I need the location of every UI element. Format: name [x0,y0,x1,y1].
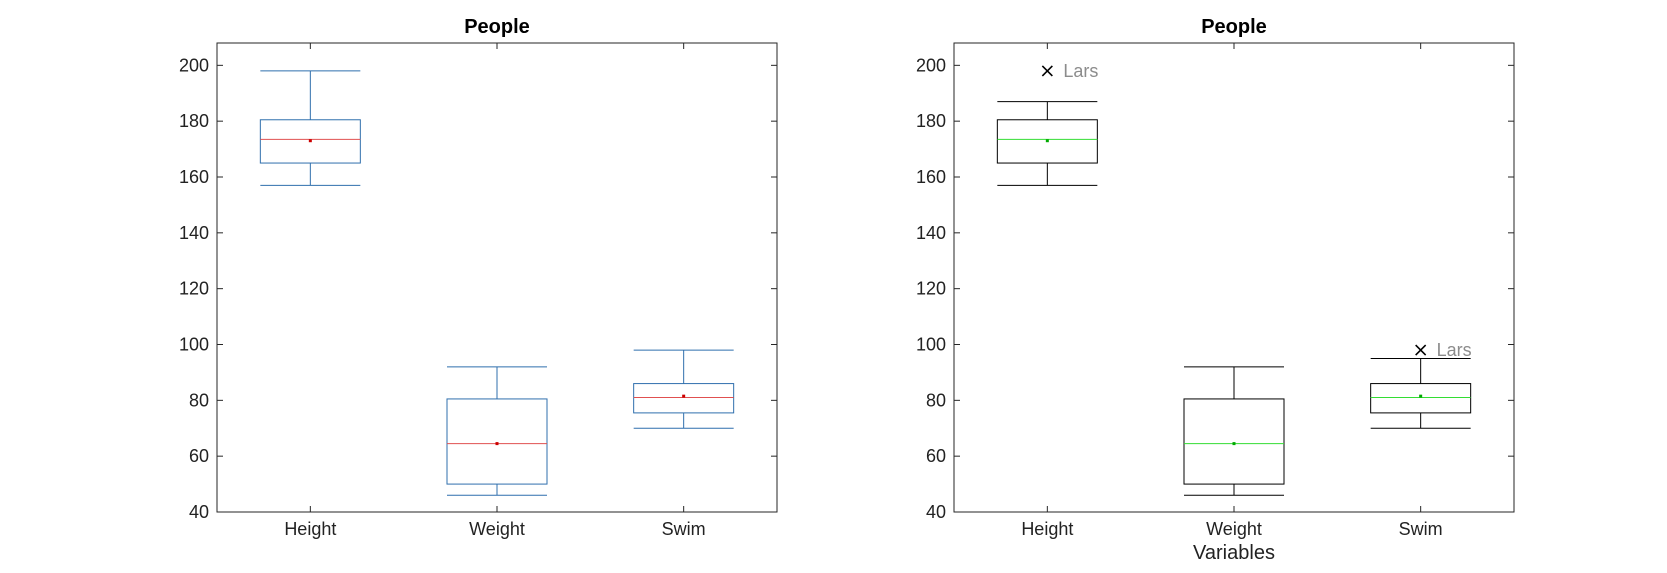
mean-marker [308,139,312,143]
x-tick-label: Weight [469,519,525,539]
mean-marker [1419,394,1423,398]
x-tick-label: Swim [1399,519,1443,539]
box-weight [446,366,548,496]
chart-panel-2: 40 60 80 100 120 140 160 180 200 Height Weight Swim… [916,16,1515,564]
outlier-label: Lars [1063,61,1098,81]
box-height [259,70,361,186]
y-tick-label: 180 [179,111,209,131]
y-tick-label: 100 [916,335,946,355]
y-tick-label: 140 [916,223,946,243]
chart-title: People [464,16,530,38]
box-height: Lars [996,61,1098,186]
x-tick-label: Height [284,519,336,539]
x-axis-label: Variables [1193,542,1275,564]
y-tick-label: 40 [926,502,946,522]
iqr-box [996,119,1098,164]
y-tick-label: 120 [179,279,209,299]
y-tick-label: 40 [189,502,209,522]
mean-marker [495,442,499,446]
y-tick-label: 160 [916,167,946,187]
box-swim: Lars [1370,340,1472,429]
outlier-x-mark [1415,344,1427,356]
iqr-box [1370,383,1472,414]
iqr-box [259,119,361,164]
y-tick-label: 100 [179,335,209,355]
y-tick-label: 200 [179,55,209,75]
outlier: Lars [1041,61,1098,81]
x-tick-label: Weight [1206,519,1262,539]
iqr-box [1183,398,1285,485]
chart-panel-1: 40 60 80 100 120 140 160 180 200 Height Weight Swim… [179,16,778,539]
x-tick-label: Height [1021,519,1073,539]
mean-marker [682,394,686,398]
y-tick-label: 120 [916,279,946,299]
outlier-label: Lars [1437,340,1472,360]
y-tick-label: 80 [189,390,209,410]
outlier-x-mark [1041,65,1053,77]
y-tick-label: 60 [189,446,209,466]
x-tick-label: Swim [662,519,706,539]
y-tick-label: 140 [179,223,209,243]
iqr-box [446,398,548,485]
iqr-box [633,383,735,414]
box-swim [633,349,735,429]
y-tick-label: 160 [179,167,209,187]
mean-marker [1232,442,1236,446]
chart-title: People [1201,16,1267,38]
y-tick-label: 60 [926,446,946,466]
box-weight [1183,366,1285,496]
y-tick-label: 200 [916,55,946,75]
outlier: Lars [1415,340,1472,360]
plot-area-frame [953,42,1515,513]
mean-marker [1045,139,1049,143]
plot-area-frame [216,42,778,513]
y-tick-label: 180 [916,111,946,131]
y-tick-label: 80 [926,390,946,410]
